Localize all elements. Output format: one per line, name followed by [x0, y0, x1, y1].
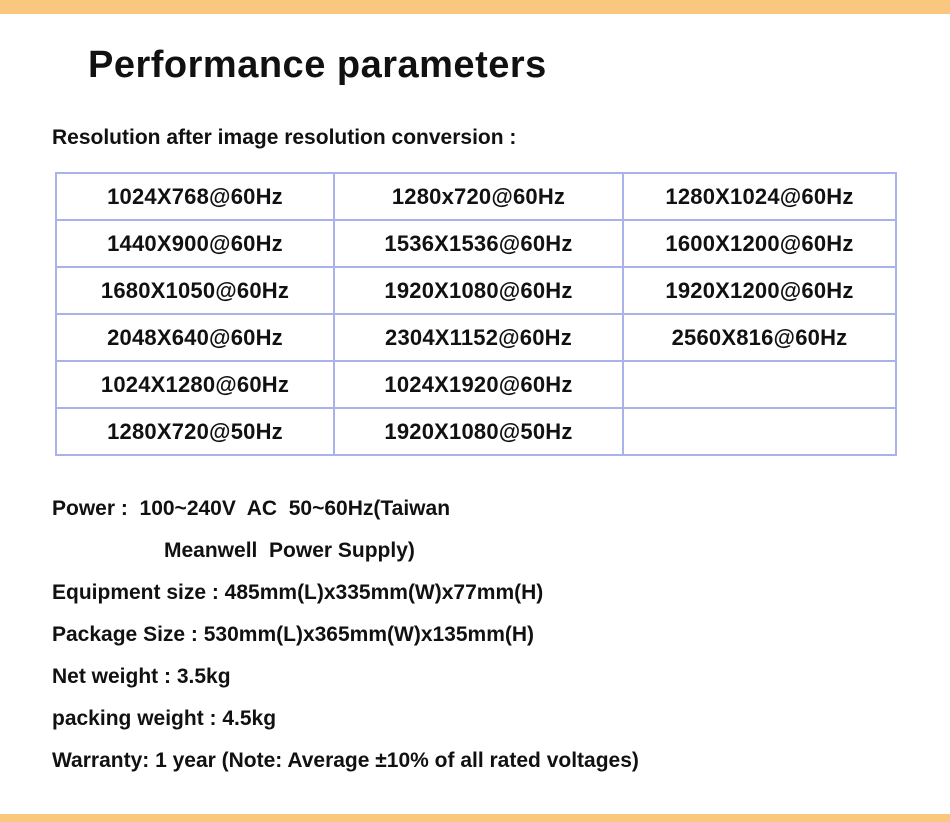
spec-package-size: Package Size : 530mm(L)x365mm(W)x135mm(H…: [52, 623, 535, 646]
spec-equipment-size: Equipment size : 485mm(L)x335mm(W)x77mm(…: [52, 581, 544, 604]
resolution-row: 1440X900@60Hz 1536X1536@60Hz 1600X1200@60H…: [55, 219, 897, 268]
resolution-cell: 2560X816@60Hz: [622, 313, 897, 362]
resolution-cell: 1024X768@60Hz: [55, 172, 335, 221]
resolution-cell: 2048X640@60Hz: [55, 313, 335, 362]
resolution-row: 1280X720@50Hz 1920X1080@50Hz: [55, 407, 897, 456]
spec-warranty: Warranty: 1 year (Note: Average ±10% of …: [52, 749, 639, 772]
resolution-cell: 1280x720@60Hz: [333, 172, 624, 221]
resolution-cell: 1024X1280@60Hz: [55, 360, 335, 409]
resolution-cell: [622, 360, 897, 409]
resolution-cell: 1024X1920@60Hz: [333, 360, 624, 409]
resolution-row: 1680X1050@60Hz 1920X1080@60Hz 1920X1200@60…: [55, 266, 897, 315]
spec-power-line2: Meanwell Power Supply): [164, 539, 415, 562]
bottom-accent-bar: [0, 814, 950, 822]
specs-list: Power : 100~240V AC 50~60Hz(Taiwan Meanw…: [52, 488, 912, 782]
resolution-cell: 1536X1536@60Hz: [333, 219, 624, 268]
resolution-cell: 1440X900@60Hz: [55, 219, 335, 268]
resolution-table: 1024X768@60Hz 1280x720@60Hz 1280X1024@60Hz…: [55, 172, 897, 456]
resolution-row: 1024X1280@60Hz 1024X1920@60Hz: [55, 360, 897, 409]
spec-packing-weight: packing weight : 4.5kg: [52, 707, 277, 730]
resolution-cell: 1280X720@50Hz: [55, 407, 335, 456]
resolution-cell: 1920X1200@60Hz: [622, 266, 897, 315]
spec-power-line1: Power : 100~240V AC 50~60Hz(Taiwan: [52, 497, 451, 520]
resolution-cell: 1280X1024@60Hz: [622, 172, 897, 221]
resolution-cell: 1920X1080@50Hz: [333, 407, 624, 456]
page-title: Performance parameters: [88, 44, 547, 86]
resolution-cell: [622, 407, 897, 456]
resolution-cell: 1600X1200@60Hz: [622, 219, 897, 268]
spec-net-weight: Net weight : 3.5kg: [52, 665, 231, 688]
top-accent-bar: [0, 0, 950, 14]
resolution-row: 1024X768@60Hz 1280x720@60Hz 1280X1024@60Hz: [55, 172, 897, 221]
resolution-row: 2048X640@60Hz 2304X1152@60Hz 2560X816@60Hz: [55, 313, 897, 362]
resolution-cell: 2304X1152@60Hz: [333, 313, 624, 362]
resolution-cell: 1920X1080@60Hz: [333, 266, 624, 315]
resolution-cell: 1680X1050@60Hz: [55, 266, 335, 315]
resolution-subtitle: Resolution after image resolution conver…: [52, 126, 517, 149]
